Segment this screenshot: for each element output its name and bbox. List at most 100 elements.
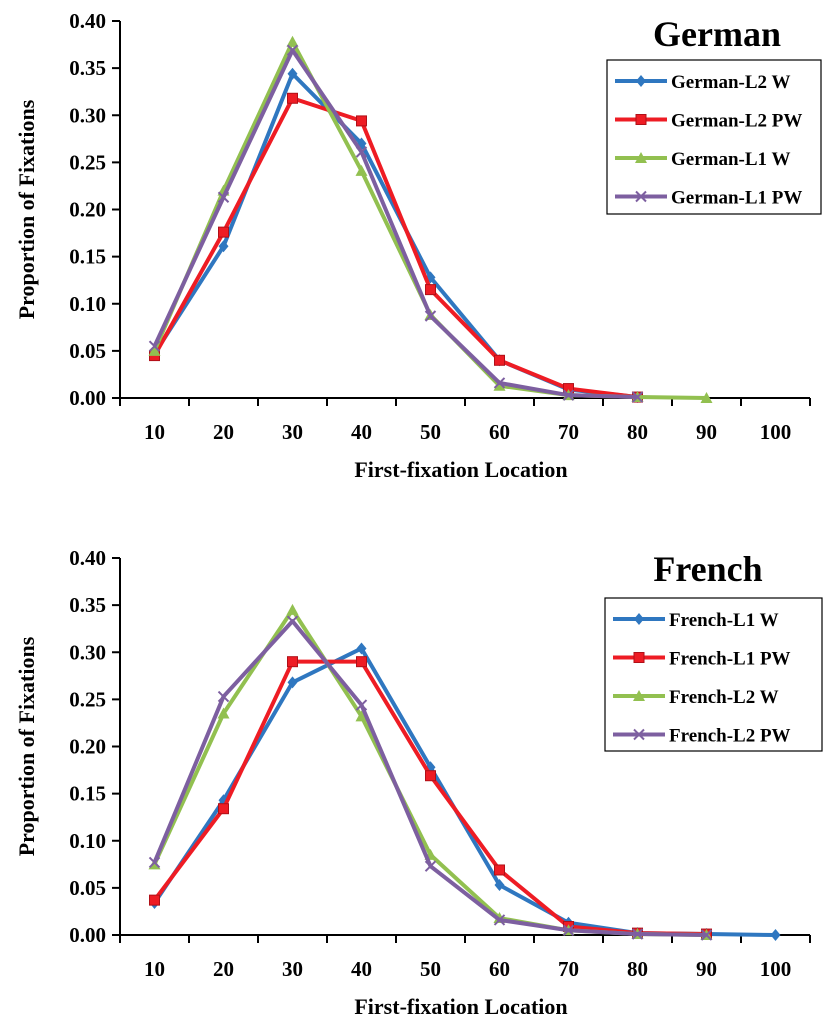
german-y-tick-label: 0.25 xyxy=(69,150,106,174)
german-x-tick-label: 10 xyxy=(144,420,165,444)
french-y-tick-label: 0.30 xyxy=(69,640,106,664)
german-data-point xyxy=(493,377,506,389)
french-legend-label: French-L1 PW xyxy=(669,649,791,670)
french-legend-marker xyxy=(633,690,645,701)
german-data-point xyxy=(424,310,437,322)
german-legend-marker xyxy=(636,75,646,87)
french-legend-marker xyxy=(633,652,645,663)
french-y-tick-label: 0.25 xyxy=(69,687,106,711)
german-series-line xyxy=(152,48,638,400)
german-series-4 xyxy=(148,44,644,403)
french-x-tick-label: 30 xyxy=(282,957,303,981)
french-data-point xyxy=(424,860,437,872)
french-legend: French-L1 W French-L1 PW French-L2 W French… xyxy=(604,597,823,752)
french-data-point xyxy=(286,603,299,615)
german-series-line xyxy=(152,96,638,400)
german-legend-marker xyxy=(635,114,647,125)
german-data-point xyxy=(494,354,505,366)
german-legend-label: German-L1 W xyxy=(671,149,790,170)
french-x-tick-label: 90 xyxy=(696,957,717,981)
french-chart-title: French xyxy=(653,549,762,589)
german-y-tick-label: 0.35 xyxy=(69,56,106,80)
french-chart-svg: 0.00 0.05 0.10 0.15 0.20 0.25 0.30 0.35 0.40 10 20… xyxy=(14,546,823,1019)
french-legend-box xyxy=(604,597,823,752)
french-legend-marker xyxy=(633,728,645,741)
german-data-point xyxy=(287,67,298,80)
german-y-tick-label: 0.00 xyxy=(69,386,106,410)
french-data-point xyxy=(149,894,160,906)
french-legend-label: French-L1 W xyxy=(669,610,779,631)
french-y-tick-label: 0.10 xyxy=(69,829,106,853)
french-data-point xyxy=(286,615,299,627)
french-y-tick-label: 0.05 xyxy=(69,876,106,900)
french-data-point xyxy=(700,929,713,941)
french-x-axis-label: First-fixation Location xyxy=(354,994,567,1019)
german-y-tick-label: 0.40 xyxy=(69,9,106,33)
french-x-tick-label: 70 xyxy=(558,957,579,981)
german-data-point xyxy=(218,226,229,238)
french-x-tick-label: 80 xyxy=(627,957,648,981)
german-x-tick-label: 100 xyxy=(760,420,792,444)
french-data-point xyxy=(493,914,506,926)
german-legend-marker xyxy=(635,152,647,163)
german-legend-label: German-L2 W xyxy=(671,72,790,93)
french-legend-item: French-L2 PW xyxy=(613,726,791,747)
german-data-point xyxy=(286,35,299,47)
french-data-point xyxy=(562,924,575,936)
german-x-tick-label: 40 xyxy=(351,420,372,444)
french-data-point xyxy=(355,710,368,722)
german-x-tick-label: 30 xyxy=(282,420,303,444)
french-data-point xyxy=(217,690,230,703)
french-legend-item: French-L1 W xyxy=(613,610,779,631)
german-x-tick-label: 70 xyxy=(558,420,579,444)
french-data-point xyxy=(217,707,230,719)
french-y-axis-label: Proportion of Fixations xyxy=(14,636,39,856)
german-data-point xyxy=(700,392,713,403)
french-chart: 0.00 0.05 0.10 0.15 0.20 0.25 0.30 0.35 0.40 10 20… xyxy=(0,510,825,1020)
german-data-point xyxy=(425,284,436,296)
german-data-point xyxy=(148,340,161,352)
french-data-point xyxy=(218,794,229,807)
german-legend-marker xyxy=(635,190,647,203)
french-data-point xyxy=(494,879,505,892)
french-data-point xyxy=(218,803,229,815)
french-series-4 xyxy=(148,615,713,941)
german-data-point xyxy=(562,389,575,401)
french-data-point xyxy=(148,856,161,869)
french-y-tick-label: 0.15 xyxy=(69,782,106,806)
german-legend-label: German-L1 PW xyxy=(671,188,802,209)
german-data-point xyxy=(287,92,298,104)
french-y-tick-label: 0.20 xyxy=(69,735,106,759)
german-legend-item: German-L1 PW xyxy=(615,188,802,209)
german-legend-box xyxy=(606,59,822,215)
french-data-point xyxy=(631,928,644,940)
german-data-point xyxy=(217,191,230,203)
french-data-point xyxy=(287,656,298,668)
french-legend-label: French-L2 PW xyxy=(669,726,791,747)
german-y-tick-label: 0.05 xyxy=(69,339,106,363)
french-x-tick-label: 100 xyxy=(760,957,792,981)
french-x-tick-label: 40 xyxy=(351,957,372,981)
french-legend-item: French-L2 W xyxy=(613,687,779,708)
german-data-point xyxy=(631,391,644,403)
german-legend-item: German-L2 W xyxy=(615,72,790,93)
german-x-tick-label: 80 xyxy=(627,420,648,444)
german-legend-item: German-L1 W xyxy=(615,149,790,170)
german-data-point xyxy=(218,240,229,253)
german-data-point xyxy=(355,164,368,176)
german-x-tick-label: 20 xyxy=(213,420,234,444)
german-data-point xyxy=(493,379,506,391)
german-x-axis-label: First-fixation Location xyxy=(354,457,567,482)
german-y-axis-label: Proportion of Fixations xyxy=(14,99,39,319)
german-x-tick-label: 60 xyxy=(489,420,510,444)
german-x-tick-label: 50 xyxy=(420,420,441,444)
french-legend-item: French-L1 PW xyxy=(613,649,791,670)
german-data-point xyxy=(356,115,367,127)
german-data-point xyxy=(286,44,299,56)
french-data-point xyxy=(494,864,505,876)
french-x-tick-label: 50 xyxy=(420,957,441,981)
french-y-tick-label: 0.35 xyxy=(69,593,106,617)
german-legend-label: German-L2 PW xyxy=(671,111,802,132)
german-y-tick-label: 0.15 xyxy=(69,245,106,269)
french-data-point xyxy=(425,770,436,782)
